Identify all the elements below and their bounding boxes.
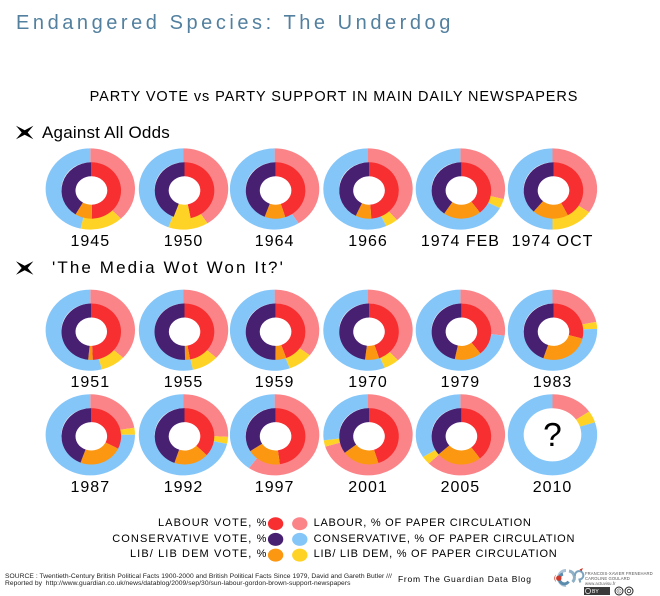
svg-text:©: © [617,587,622,595]
svg-text:BY: BY [592,589,599,595]
